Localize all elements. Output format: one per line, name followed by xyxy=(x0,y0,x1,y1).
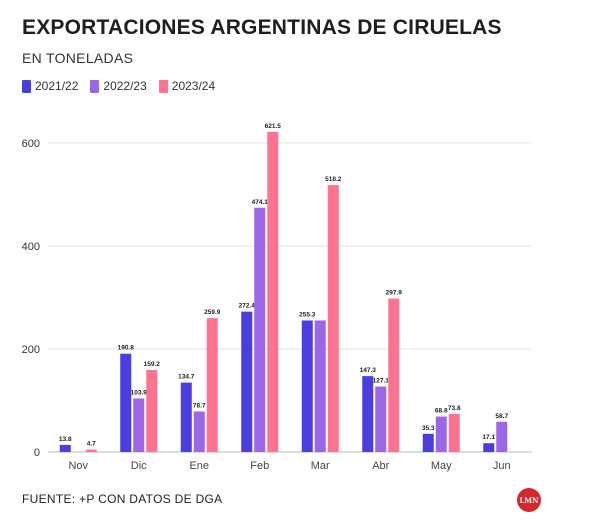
y-tick-label: 200 xyxy=(22,344,40,356)
x-tick-label: Abr xyxy=(372,460,389,472)
y-tick-label: 0 xyxy=(34,447,40,459)
legend-item-2022-23: 2022/23 xyxy=(90,79,147,93)
data-label: 134.7 xyxy=(178,374,195,381)
data-label: 474.1 xyxy=(252,199,269,206)
bar xyxy=(193,411,205,452)
bar xyxy=(206,318,218,452)
data-label: 78.7 xyxy=(193,402,206,409)
bar xyxy=(496,421,508,452)
bar xyxy=(59,444,71,452)
x-tick-label: Mar xyxy=(311,460,330,472)
data-label: 103.9 xyxy=(131,389,148,396)
bar xyxy=(435,416,447,452)
x-tick-label: Ene xyxy=(189,460,209,472)
x-tick-label: Feb xyxy=(250,460,269,472)
legend-label: 2023/24 xyxy=(171,79,216,93)
data-label: 35.3 xyxy=(422,425,435,432)
chart-subtitle: EN TONELADAS xyxy=(22,50,134,66)
data-label: 255.3 xyxy=(299,311,316,318)
bar xyxy=(254,207,266,452)
bar xyxy=(362,376,374,452)
y-tick-label: 600 xyxy=(22,138,40,150)
brand-logo: LMN xyxy=(517,488,541,512)
x-tick-label: Nov xyxy=(68,460,88,472)
legend-item-2021-22: 2021/22 xyxy=(22,79,78,93)
data-label: 297.9 xyxy=(386,290,403,297)
legend-label: 2022/23 xyxy=(103,79,147,93)
data-label: 147.3 xyxy=(360,367,377,374)
x-tick-label: May xyxy=(431,460,452,472)
bar xyxy=(85,449,97,452)
data-label: 13.8 xyxy=(59,436,72,443)
legend-swatch xyxy=(90,79,100,93)
data-label: 4.7 xyxy=(87,441,96,448)
legend-swatch xyxy=(22,79,31,93)
data-label: 73.8 xyxy=(448,405,461,412)
bar xyxy=(241,311,253,452)
bar xyxy=(314,320,326,452)
bar xyxy=(448,413,460,452)
data-label: 259.9 xyxy=(204,309,221,316)
chart-title: EXPORTACIONES ARGENTINAS DE CIRUELAS xyxy=(22,16,502,39)
bar xyxy=(327,185,339,452)
data-label: 272.4 xyxy=(239,303,256,310)
data-label: 190.8 xyxy=(118,345,135,352)
legend-swatch xyxy=(158,79,168,93)
data-label: 621.5 xyxy=(265,123,282,130)
bar xyxy=(267,131,279,453)
data-label: 58.7 xyxy=(495,413,508,420)
legend-item-2023-24: 2023/24 xyxy=(158,79,216,93)
bar xyxy=(375,386,387,452)
data-label: 518.2 xyxy=(325,176,342,183)
legend: 2021/22 2022/23 2023/24 xyxy=(22,79,215,93)
x-tick-label: Jun xyxy=(493,460,511,472)
data-label: 68.8 xyxy=(435,408,448,415)
source-note: FUENTE: +P CON DATOS DE DGA xyxy=(22,492,223,506)
y-tick-label: 400 xyxy=(22,241,40,253)
bar-chart: 0 200 400 600 Nov 13.8 4.7 Dic 190.8 103.9 159.2 En… xyxy=(22,123,532,472)
bar xyxy=(422,433,434,452)
bar xyxy=(133,398,145,452)
bar xyxy=(388,298,400,452)
bar xyxy=(180,382,192,452)
data-label: 17.1 xyxy=(482,434,495,441)
bar xyxy=(301,320,313,452)
bar xyxy=(483,443,495,452)
data-label: 159.2 xyxy=(144,361,161,368)
legend-label: 2021/22 xyxy=(35,79,79,93)
data-label: 127.1 xyxy=(373,378,390,385)
x-tick-label: Dic xyxy=(131,460,147,472)
bar xyxy=(120,353,132,452)
bar xyxy=(146,369,158,452)
